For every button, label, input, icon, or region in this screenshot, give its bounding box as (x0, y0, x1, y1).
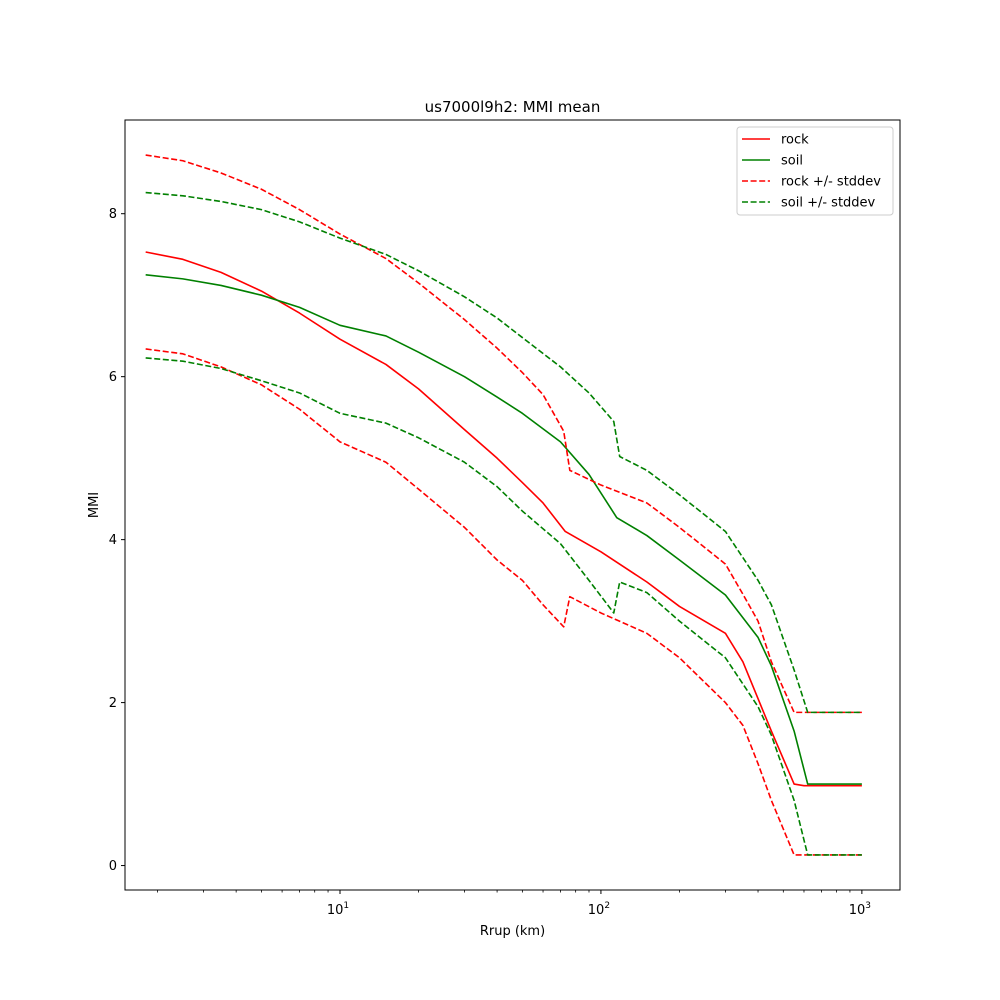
series-line-soil-lower (145, 357, 862, 856)
y-tick-label: 6 (109, 370, 117, 385)
y-tick-label: 2 (109, 696, 117, 711)
series-line-rock-upper (145, 154, 862, 714)
legend-label: soil (781, 154, 803, 169)
x-tick-label: 101 (327, 901, 349, 918)
x-tick-label: 102 (588, 901, 610, 918)
series-line-soil (145, 274, 862, 785)
y-tick-label: 0 (109, 859, 117, 874)
y-tick-label: 8 (109, 207, 117, 222)
y-axis-label: MMI (87, 492, 102, 518)
legend-label: soil +/- stddev (781, 196, 876, 211)
x-axis-label: Rrup (km) (480, 924, 545, 939)
axes: 0 2 4 6 8 101 102 103 (109, 119, 901, 918)
axes-frame (124, 119, 901, 891)
y-tick-label: 4 (109, 533, 117, 548)
legend-box (736, 126, 894, 216)
legend-label: rock (781, 133, 809, 148)
series-line-soil-upper (145, 191, 862, 714)
x-tick-label: 103 (849, 901, 871, 918)
plot-area (145, 154, 862, 856)
chart-title: us7000l9h2: MMI mean (425, 98, 601, 116)
series-line-rock-lower (145, 348, 862, 856)
legend-label: rock +/- stddev (781, 175, 881, 190)
legend: rock soil rock +/- stddev soil +/- stddev (736, 126, 894, 216)
